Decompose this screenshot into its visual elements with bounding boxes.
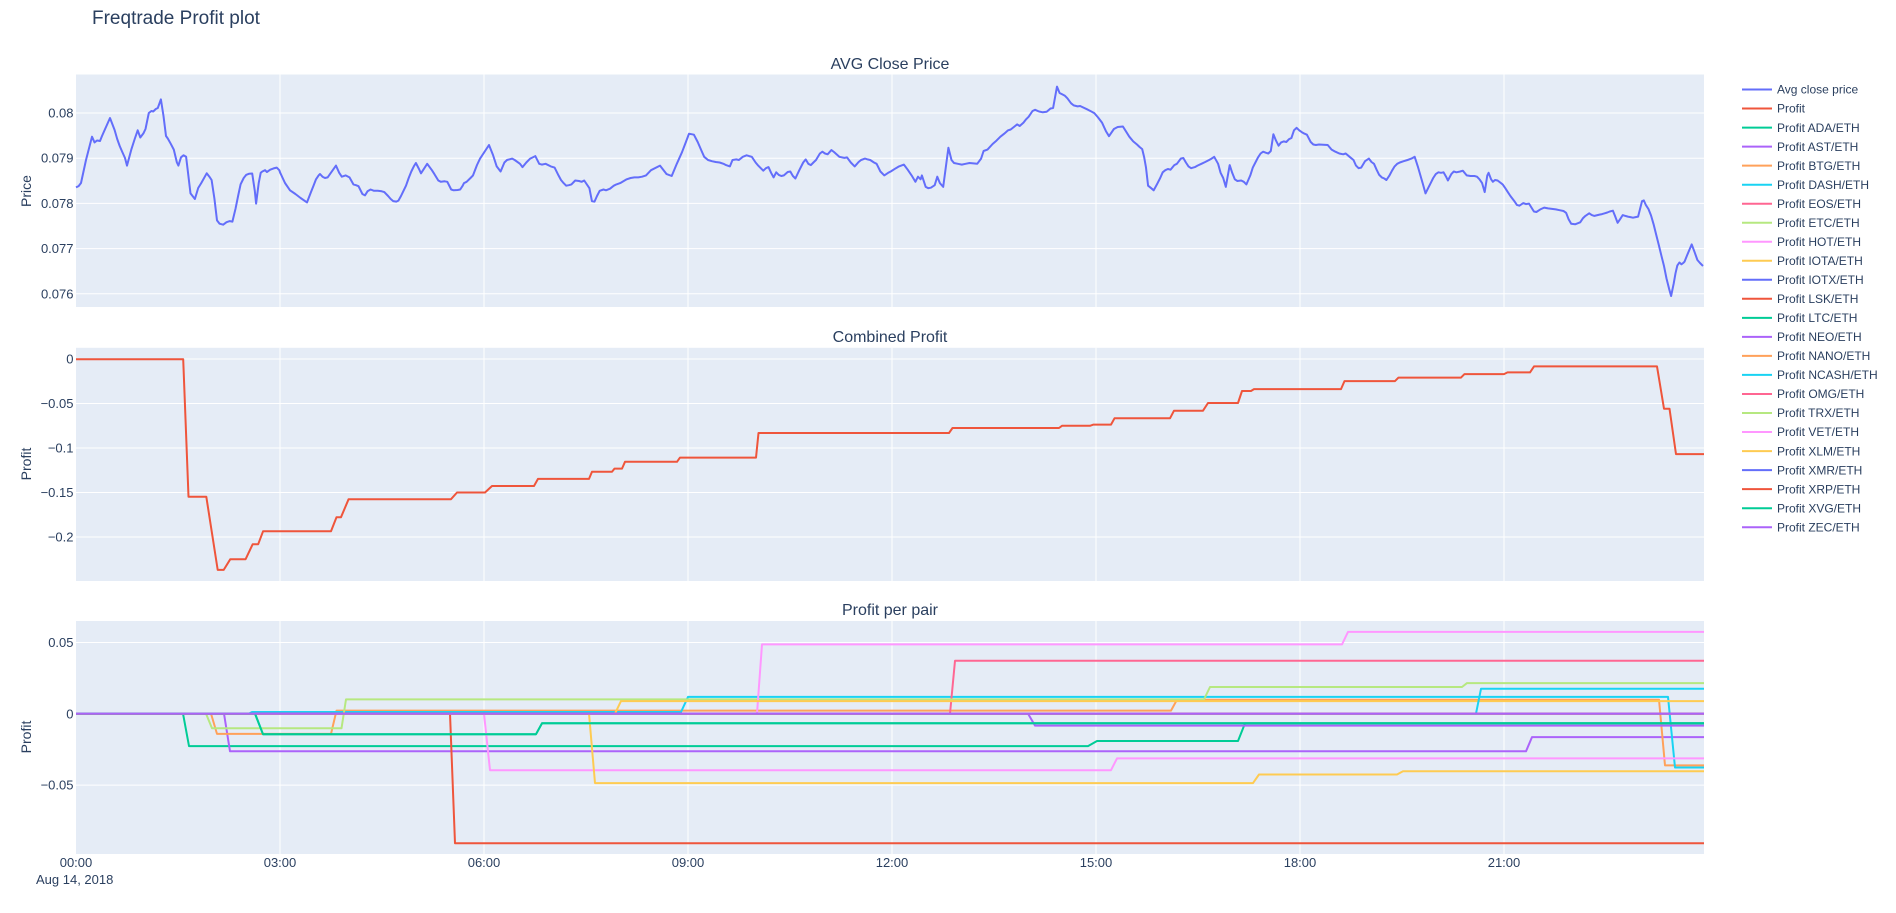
svg-text:06:00: 06:00 [468,855,501,870]
svg-text:Profit NEO/ETH: Profit NEO/ETH [1777,330,1862,344]
svg-text:Profit NANO/ETH: Profit NANO/ETH [1777,349,1870,363]
svg-text:Profit EOS/ETH: Profit EOS/ETH [1777,197,1861,211]
svg-text:0.05: 0.05 [48,635,73,650]
svg-text:Profit ETC/ETH: Profit ETC/ETH [1777,216,1860,230]
svg-text:−0.05: −0.05 [41,778,74,793]
svg-text:12:00: 12:00 [876,855,909,870]
svg-text:Profit XLM/ETH: Profit XLM/ETH [1777,444,1860,458]
svg-text:0.077: 0.077 [41,241,74,256]
svg-text:Aug 14, 2018: Aug 14, 2018 [36,872,113,887]
svg-text:Profit AST/ETH: Profit AST/ETH [1777,140,1858,154]
svg-text:Freqtrade Profit plot: Freqtrade Profit plot [92,8,261,29]
svg-text:Profit HOT/ETH: Profit HOT/ETH [1777,235,1861,249]
svg-text:18:00: 18:00 [1284,855,1317,870]
svg-text:Profit XMR/ETH: Profit XMR/ETH [1777,463,1862,477]
svg-text:21:00: 21:00 [1488,855,1521,870]
svg-text:AVG Close Price: AVG Close Price [831,56,950,73]
svg-text:0: 0 [66,352,73,367]
svg-text:03:00: 03:00 [264,855,297,870]
svg-text:Profit XRP/ETH: Profit XRP/ETH [1777,482,1860,496]
svg-text:0.08: 0.08 [48,106,73,121]
svg-text:0.078: 0.078 [41,196,74,211]
svg-text:Profit XVG/ETH: Profit XVG/ETH [1777,501,1861,515]
svg-text:Profit IOTX/ETH: Profit IOTX/ETH [1777,273,1864,287]
svg-text:Profit NCASH/ETH: Profit NCASH/ETH [1777,368,1878,382]
svg-text:Profit: Profit [18,721,34,754]
svg-text:0.079: 0.079 [41,151,74,166]
svg-text:0: 0 [66,706,73,721]
svg-text:Profit OMG/ETH: Profit OMG/ETH [1777,387,1864,401]
svg-text:Combined Profit: Combined Profit [833,329,948,346]
svg-text:Profit TRX/ETH: Profit TRX/ETH [1777,406,1859,420]
svg-text:Profit LSK/ETH: Profit LSK/ETH [1777,292,1858,306]
svg-text:Profit IOTA/ETH: Profit IOTA/ETH [1777,254,1863,268]
svg-text:−0.1: −0.1 [48,441,74,456]
svg-text:Profit ADA/ETH: Profit ADA/ETH [1777,121,1860,135]
svg-text:−0.2: −0.2 [48,530,74,545]
svg-text:Profit: Profit [1777,102,1806,116]
svg-text:−0.15: −0.15 [41,485,74,500]
svg-text:0.076: 0.076 [41,286,74,301]
svg-text:00:00: 00:00 [60,855,93,870]
svg-text:15:00: 15:00 [1080,855,1113,870]
svg-text:Profit ZEC/ETH: Profit ZEC/ETH [1777,520,1860,534]
svg-text:Profit LTC/ETH: Profit LTC/ETH [1777,311,1857,325]
svg-text:Profit VET/ETH: Profit VET/ETH [1777,425,1859,439]
svg-text:09:00: 09:00 [672,855,705,870]
svg-text:−0.05: −0.05 [41,396,74,411]
svg-text:Price: Price [18,175,34,207]
svg-text:Profit DASH/ETH: Profit DASH/ETH [1777,178,1869,192]
svg-text:Profit per pair: Profit per pair [842,602,939,619]
svg-text:Avg close price: Avg close price [1777,83,1858,97]
svg-text:Profit: Profit [18,448,34,481]
svg-text:Profit BTG/ETH: Profit BTG/ETH [1777,159,1860,173]
